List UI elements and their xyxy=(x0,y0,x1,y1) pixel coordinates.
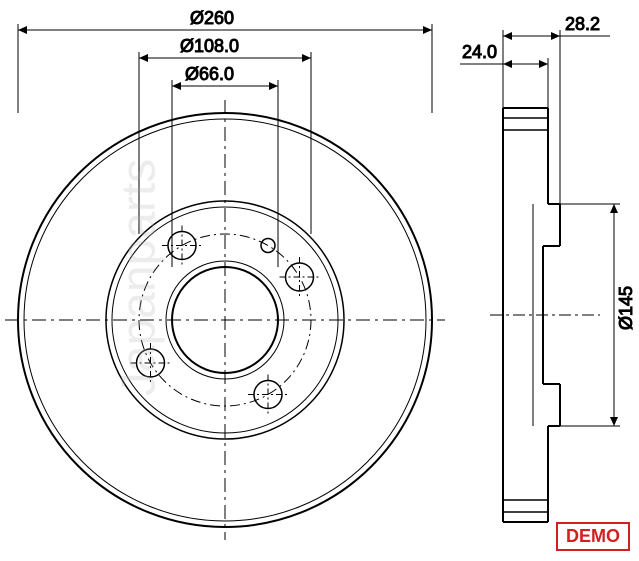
dim-label: 24.0 xyxy=(462,42,497,62)
demo-badge: DEMO xyxy=(556,522,630,551)
front-view xyxy=(5,100,445,540)
dim-label: 28.2 xyxy=(565,14,600,34)
dim-label: Ø145 xyxy=(616,286,636,330)
dimension-w24_0: 24.0 xyxy=(460,42,548,108)
dim-label: Ø66.0 xyxy=(185,64,234,84)
dim-label: Ø108.0 xyxy=(180,36,239,56)
technical-drawing: Ø260 Ø108.0 Ø66.0 xyxy=(0,0,639,561)
side-view xyxy=(490,108,600,522)
dimension-d260: Ø260 xyxy=(18,8,432,113)
dim-label: Ø260 xyxy=(190,8,234,28)
